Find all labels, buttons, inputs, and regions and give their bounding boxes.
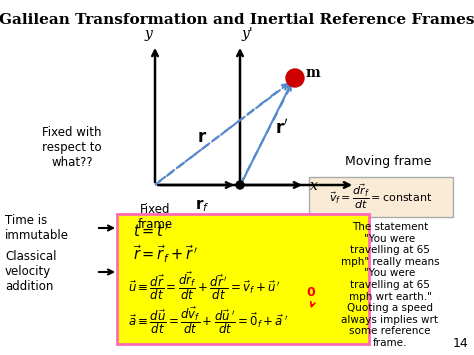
Text: $t = t\,{}^{\prime}$: $t = t\,{}^{\prime}$ — [133, 223, 170, 240]
Circle shape — [286, 69, 304, 87]
FancyBboxPatch shape — [117, 214, 369, 344]
Text: Fixed
frame: Fixed frame — [137, 203, 173, 231]
Text: y: y — [144, 27, 152, 41]
Text: $\mathbf{r}_f$: $\mathbf{r}_f$ — [195, 197, 210, 214]
Text: $\mathbf{r}$: $\mathbf{r}$ — [197, 128, 207, 146]
Text: $\mathbf{r'}$: $\mathbf{r'}$ — [275, 119, 288, 138]
FancyBboxPatch shape — [309, 177, 453, 217]
Text: $\vec{v}_f = \dfrac{d\vec{r}_f}{dt} = \mathrm{constant}$: $\vec{v}_f = \dfrac{d\vec{r}_f}{dt} = \m… — [329, 183, 433, 211]
Text: $\vec{r} = \vec{r}_f + \vec{r}\,{}^{\prime}$: $\vec{r} = \vec{r}_f + \vec{r}\,{}^{\pri… — [133, 243, 198, 264]
Text: Classical
velocity
addition: Classical velocity addition — [5, 251, 56, 294]
Text: x: x — [310, 179, 318, 193]
Text: y': y' — [242, 27, 254, 41]
Text: 0: 0 — [307, 286, 315, 299]
Text: Galilean Transformation and Inertial Reference Frames: Galilean Transformation and Inertial Ref… — [0, 13, 474, 27]
Text: m: m — [306, 66, 321, 80]
Text: Time is
immutable: Time is immutable — [5, 214, 69, 242]
Circle shape — [236, 181, 244, 189]
Text: Moving frame: Moving frame — [345, 155, 431, 169]
Text: Fixed with
respect to
what??: Fixed with respect to what?? — [42, 126, 102, 169]
Text: $\vec{u} \equiv \dfrac{d\vec{r}}{dt} = \dfrac{d\vec{r}_f}{dt} + \dfrac{d\vec{r}\: $\vec{u} \equiv \dfrac{d\vec{r}}{dt} = \… — [128, 270, 281, 302]
Text: $\vec{a} \equiv \dfrac{d\vec{u}}{dt} = \dfrac{d\vec{v}_f}{dt} + \dfrac{d\vec{u}\: $\vec{a} \equiv \dfrac{d\vec{u}}{dt} = \… — [128, 305, 288, 336]
Text: The statement
"You were
travelling at 65
mph" really means
"You were
travelling : The statement "You were travelling at 65… — [341, 222, 439, 348]
Text: 14: 14 — [452, 337, 468, 350]
